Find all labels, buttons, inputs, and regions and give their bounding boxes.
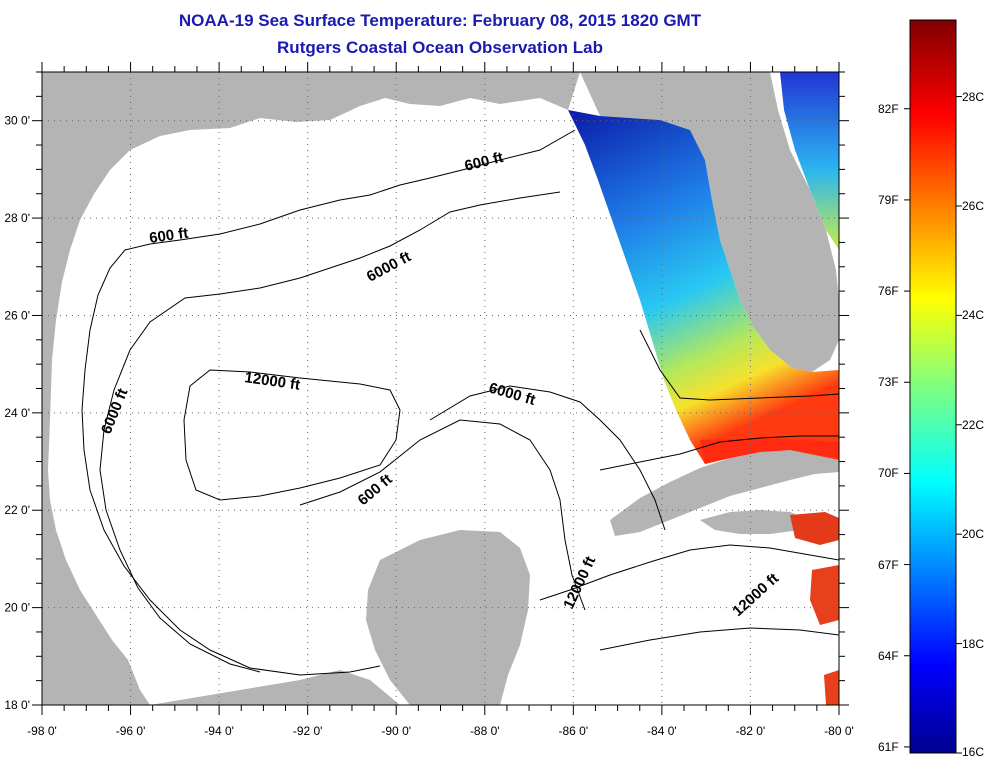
contour-label: 600 ft: [148, 225, 189, 247]
lat-tick-label: 22 0': [4, 503, 30, 517]
lon-tick-label: -92 0': [293, 724, 323, 738]
sst-florida-shelf: [568, 110, 839, 464]
lat-tick-label: 28 0': [4, 211, 30, 225]
colorbar-ticks: [904, 96, 962, 754]
florida-land: [580, 72, 839, 372]
contour-12000ft: [183, 369, 401, 501]
contour-6000ft-east: [429, 385, 666, 531]
colorbar-label-fahrenheit: 82F: [878, 101, 899, 116]
caribbean-island-land: [700, 510, 810, 534]
colorbar-label-celsius: 28C: [962, 89, 985, 104]
graticule: [42, 72, 839, 705]
lon-tick-label: -96 0': [116, 724, 146, 738]
colorbar-label-fahrenheit: 61F: [878, 739, 899, 754]
lon-tick-label: -80 0': [824, 724, 854, 738]
lon-tick-label: -84 0': [647, 724, 677, 738]
colorbar-label-fahrenheit: 67F: [878, 557, 899, 572]
bathymetry-contours: [81, 129, 839, 676]
colorbar: [909, 19, 957, 754]
contour-12000ft-east: [539, 544, 839, 601]
cuba-land: [610, 450, 839, 536]
lat-tick-label: 20 0': [4, 601, 30, 615]
colorbar-label-celsius: 22C: [962, 417, 985, 432]
lat-tick-label: 26 0': [4, 308, 30, 322]
lon-tick-label: -82 0': [736, 724, 766, 738]
sst-keys-warm-band: [700, 438, 839, 464]
yucatan-land: [366, 530, 530, 705]
contour-600ft: [81, 129, 576, 676]
colorbar-label-celsius: 24C: [962, 308, 985, 323]
colorbar-label-fahrenheit: 76F: [878, 284, 899, 299]
contour-600ft-inner: [299, 419, 586, 611]
sst-caribbean-patch-3: [824, 670, 839, 705]
colorbar-label-celsius: 18C: [962, 636, 985, 651]
contour-florida-shelf: [639, 329, 839, 401]
lat-tick-label: 30 0': [4, 114, 30, 128]
lon-tick-label: -86 0': [559, 724, 589, 738]
lat-tick-label: 18 0': [4, 698, 30, 712]
sst-caribbean-patch-2: [810, 565, 839, 625]
sst-atlantic-strip: [780, 72, 839, 250]
lon-tick-label: -98 0': [27, 724, 57, 738]
colorbar-label-fahrenheit: 79F: [878, 192, 899, 207]
lon-tick-label: -90 0': [381, 724, 411, 738]
lon-tick-label: -94 0': [204, 724, 234, 738]
north-america-land: [42, 72, 580, 705]
lat-tick-label: 24 0': [4, 406, 30, 420]
contour-6000ft: [99, 191, 561, 673]
map-title: NOAA-19 Sea Surface Temperature: Februar…: [178, 11, 702, 30]
colorbar-label-celsius: 16C: [962, 745, 985, 759]
contour-cuba-north: [599, 435, 839, 471]
colorbar-label-celsius: 20C: [962, 527, 985, 542]
sst-caribbean-patch-1: [790, 512, 839, 545]
axis-ticks: -98 0' -96 0' -94 0' -92 0' -90 0' -88 0' -86 …: [4, 62, 854, 738]
map-subtitle: Rutgers Coastal Ocean Observation Lab: [277, 38, 603, 57]
lon-tick-label: -88 0': [470, 724, 500, 738]
colorbar-label-fahrenheit: 64F: [878, 648, 899, 663]
colorbar-label-celsius: 26C: [962, 198, 985, 213]
central-america-land: [150, 670, 400, 705]
contour-12000ft-south: [599, 627, 839, 651]
colorbar-label-fahrenheit: 70F: [878, 466, 899, 481]
colorbar-label-fahrenheit: 73F: [878, 375, 899, 390]
